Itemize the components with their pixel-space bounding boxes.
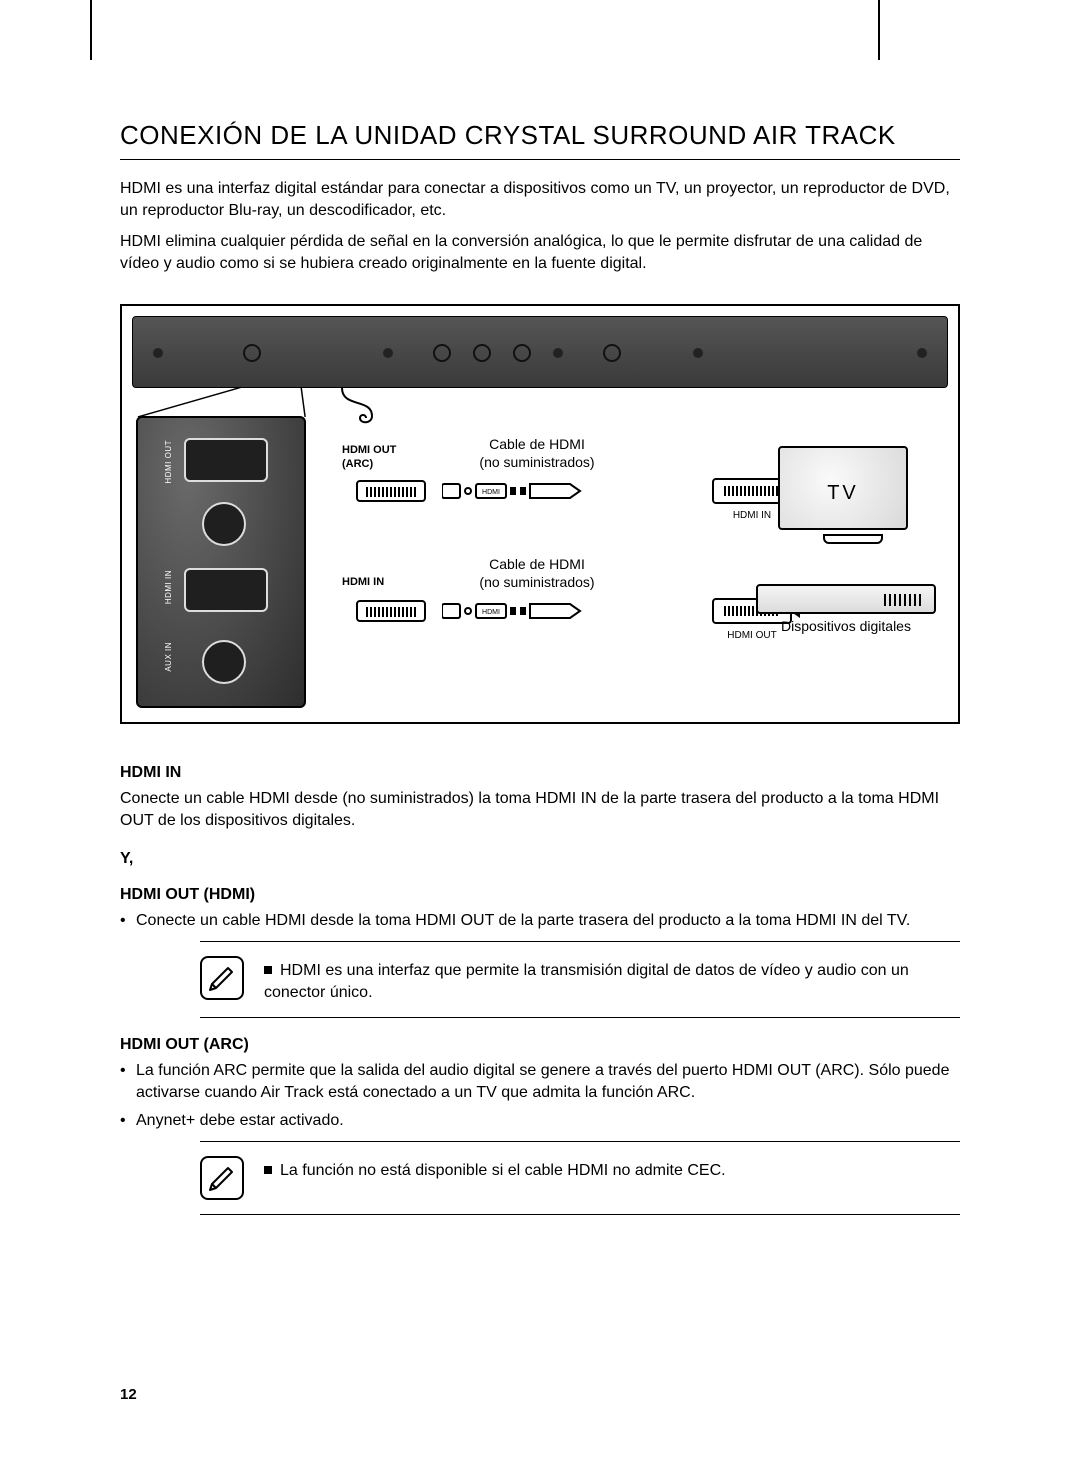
bullet-list: Conecte un cable HDMI desde la toma HDMI… <box>120 910 960 932</box>
soundbar-port-icon <box>356 600 426 622</box>
port-label: HDMI OUT <box>164 440 173 484</box>
note-text: La función no está disponible si el cabl… <box>264 1156 726 1182</box>
section-heading-hdmi-out-arc: HDMI OUT (ARC) <box>120 1036 960 1054</box>
port-label: HDMI OUT (ARC) <box>342 444 432 470</box>
svg-text:HDMI: HDMI <box>482 489 500 496</box>
note-block: HDMI es una interfaz que permite la tran… <box>200 941 960 1018</box>
list-item: Conecte un cable HDMI desde la toma HDMI… <box>120 910 960 932</box>
manual-page: CONEXIÓN DE LA UNIDAD CRYSTAL SURROUND A… <box>0 0 1080 1473</box>
cable-caption: Cable de HDMI (no suministrados) <box>452 436 622 471</box>
intro-paragraph: HDMI es una interfaz digital estándar pa… <box>120 178 960 221</box>
port-label: AUX IN <box>164 642 173 672</box>
connection-diagram: HDMI OUT HDMI IN AUX IN HDMI OUT (ARC) C… <box>120 304 960 724</box>
list-item: La función ARC permite que la salida del… <box>120 1060 960 1103</box>
title-rule <box>120 159 960 160</box>
soundbar-illustration <box>132 316 948 388</box>
device-caption: Dispositivos digitales <box>756 618 936 634</box>
hdmi-in-port-icon <box>184 568 268 612</box>
tv-illustration: TV <box>778 446 928 556</box>
aux-in-port-icon <box>202 640 246 684</box>
bullet-list: La función ARC permite que la salida del… <box>120 1060 960 1131</box>
note-icon <box>200 956 244 1000</box>
cable-drop-icon <box>332 388 402 428</box>
crop-mark <box>878 0 880 60</box>
note-icon <box>200 1156 244 1200</box>
rear-panel-closeup: HDMI OUT HDMI IN AUX IN <box>136 416 306 708</box>
cable-caption: Cable de HDMI (no suministrados) <box>452 556 622 591</box>
port-label: HDMI IN <box>342 576 432 589</box>
hdmi-cable-icon: HDMI <box>442 598 642 624</box>
note-text: HDMI es una interfaz que permite la tran… <box>264 956 960 1003</box>
page-number: 12 <box>120 1386 137 1403</box>
page-title: CONEXIÓN DE LA UNIDAD CRYSTAL SURROUND A… <box>120 120 960 151</box>
port-label: HDMI IN <box>164 570 173 604</box>
section-heading-hdmi-in: HDMI IN <box>120 764 960 782</box>
list-item: Anynet+ debe estar activado. <box>120 1110 960 1132</box>
hdmi-cable-icon: HDMI <box>442 478 642 504</box>
note-block: La función no está disponible si el cabl… <box>200 1141 960 1215</box>
intro-paragraph: HDMI elimina cualquier pérdida de señal … <box>120 231 960 274</box>
screw-icon <box>202 502 246 546</box>
svg-text:HDMI: HDMI <box>482 609 500 616</box>
crop-mark <box>90 0 92 60</box>
y-connector-label: Y, <box>120 850 960 868</box>
digital-device-illustration: Dispositivos digitales <box>756 584 936 634</box>
section-text: Conecte un cable HDMI desde (no suminist… <box>120 788 960 831</box>
section-heading-hdmi-out: HDMI OUT (HDMI) <box>120 886 960 904</box>
soundbar-port-icon <box>356 480 426 502</box>
hdmi-out-port-icon <box>184 438 268 482</box>
tv-label: TV <box>780 482 906 505</box>
